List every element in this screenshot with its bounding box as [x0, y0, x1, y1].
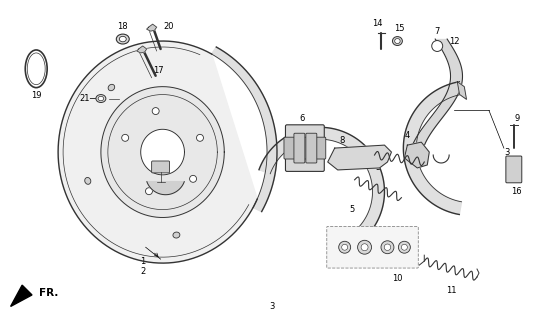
- Circle shape: [361, 244, 368, 251]
- Polygon shape: [11, 285, 32, 307]
- Text: 9: 9: [514, 114, 519, 123]
- Polygon shape: [137, 46, 147, 53]
- Circle shape: [196, 134, 204, 141]
- Circle shape: [432, 41, 442, 52]
- Circle shape: [339, 241, 350, 253]
- Polygon shape: [101, 87, 224, 218]
- Circle shape: [152, 108, 159, 115]
- Circle shape: [401, 244, 407, 250]
- Ellipse shape: [395, 39, 400, 44]
- Polygon shape: [211, 47, 277, 212]
- Text: 8: 8: [339, 136, 344, 145]
- Text: FR.: FR.: [39, 288, 59, 298]
- Text: 2: 2: [140, 267, 145, 276]
- Circle shape: [341, 244, 348, 250]
- Text: 13: 13: [336, 148, 347, 156]
- Text: 7: 7: [435, 27, 440, 36]
- Circle shape: [122, 134, 129, 141]
- Circle shape: [398, 241, 410, 253]
- Ellipse shape: [98, 96, 104, 101]
- FancyBboxPatch shape: [506, 156, 522, 183]
- Polygon shape: [405, 142, 429, 168]
- Ellipse shape: [116, 34, 129, 44]
- Text: 6: 6: [299, 114, 305, 123]
- Text: 11: 11: [446, 286, 456, 295]
- Text: 4: 4: [405, 131, 410, 140]
- Polygon shape: [259, 127, 384, 248]
- FancyBboxPatch shape: [306, 133, 317, 163]
- Polygon shape: [147, 182, 184, 195]
- Text: 18: 18: [118, 22, 128, 31]
- FancyBboxPatch shape: [294, 133, 305, 163]
- FancyBboxPatch shape: [284, 137, 326, 159]
- Polygon shape: [328, 145, 392, 170]
- Text: 1: 1: [140, 257, 145, 266]
- FancyBboxPatch shape: [152, 161, 170, 173]
- Text: 3: 3: [270, 302, 275, 311]
- Text: 5: 5: [375, 164, 380, 172]
- Polygon shape: [141, 129, 185, 175]
- Text: 12: 12: [449, 36, 459, 45]
- Circle shape: [146, 188, 152, 195]
- Polygon shape: [458, 82, 466, 100]
- FancyBboxPatch shape: [327, 227, 418, 268]
- Text: 5: 5: [349, 205, 354, 214]
- Ellipse shape: [119, 36, 126, 42]
- Text: 14: 14: [372, 19, 383, 28]
- Ellipse shape: [173, 232, 180, 238]
- Text: 16: 16: [512, 187, 522, 196]
- Circle shape: [381, 241, 394, 254]
- Text: 17: 17: [153, 66, 164, 75]
- Circle shape: [384, 244, 391, 251]
- Ellipse shape: [108, 84, 115, 91]
- Text: 15: 15: [394, 24, 405, 33]
- Text: 21—: 21—: [79, 94, 98, 103]
- Text: 20: 20: [163, 22, 174, 31]
- Polygon shape: [58, 41, 257, 263]
- Polygon shape: [147, 24, 157, 31]
- Text: 10: 10: [392, 275, 403, 284]
- Text: 19: 19: [31, 91, 41, 100]
- Circle shape: [190, 175, 196, 182]
- Circle shape: [358, 240, 372, 254]
- Ellipse shape: [392, 36, 402, 45]
- Polygon shape: [403, 82, 461, 214]
- Text: 3: 3: [504, 148, 509, 156]
- Ellipse shape: [85, 178, 91, 184]
- Ellipse shape: [96, 95, 106, 102]
- FancyBboxPatch shape: [286, 125, 324, 172]
